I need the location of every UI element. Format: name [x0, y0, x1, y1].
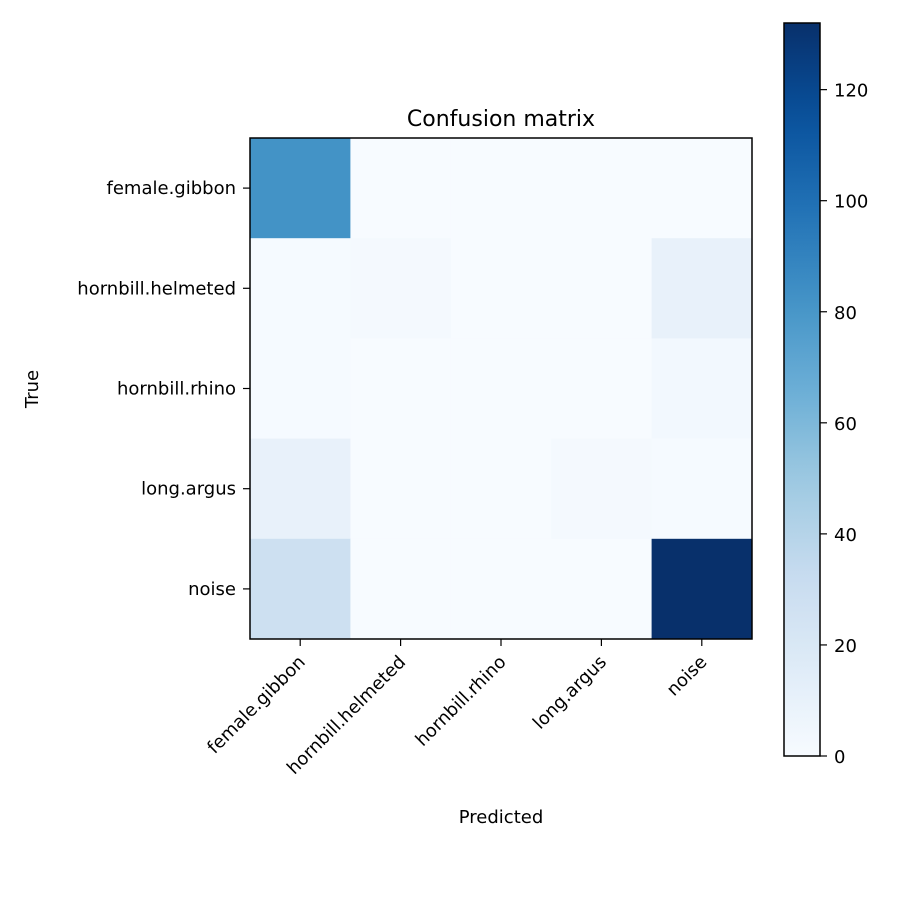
colorbar-tick-label: 40: [834, 525, 857, 546]
heatmap-cell: [250, 538, 351, 640]
colorbar-tick-label: 20: [834, 636, 857, 657]
heatmap-cell: [551, 538, 653, 640]
heatmap-cell: [450, 238, 552, 339]
heatmap-cell: [350, 338, 452, 440]
y-tick-label: hornbill.rhino: [117, 379, 236, 400]
heatmap-cell: [350, 538, 452, 640]
colorbar-tick-label: 0: [834, 747, 845, 768]
heatmap-cell: [250, 438, 351, 540]
y-axis-label: True: [22, 370, 43, 409]
chart-title: Confusion matrix: [407, 107, 595, 132]
heatmap-cell: [651, 438, 753, 540]
y-axis-ticks: female.gibbon hornbill.helmeted hornbill.r…: [77, 178, 250, 600]
heatmap-cell: [551, 438, 653, 540]
heatmap-cell: [250, 338, 351, 440]
heatmap-cell: [651, 538, 753, 640]
colorbar-tick-label: 80: [834, 303, 857, 324]
x-axis-label: Predicted: [459, 807, 544, 828]
heatmap-cell: [350, 238, 452, 339]
colorbar-ticks: 0 20 40 60 80 100 120: [820, 81, 868, 768]
colorbar-tick-label: 100: [834, 192, 868, 213]
heatmap-cell: [551, 238, 653, 339]
heatmap-cell: [250, 138, 351, 239]
heatmap-cell: [450, 138, 552, 239]
y-tick-label: long.argus: [141, 479, 236, 500]
heatmap-cell: [551, 138, 653, 239]
heatmap-cell: [551, 338, 653, 440]
heatmap-cell: [250, 238, 351, 339]
colorbar: [783, 22, 821, 757]
heatmap-cell: [450, 538, 552, 640]
heatmap-cell: [350, 438, 452, 540]
heatmap-cell: [651, 138, 753, 239]
heatmap-cell: [651, 238, 753, 339]
heatmap-cell: [651, 338, 753, 440]
heatmap-cell: [350, 138, 452, 239]
heatmap-cells: [250, 138, 753, 640]
heatmap-cell: [450, 338, 552, 440]
colorbar-tick-label: 120: [834, 81, 868, 102]
y-tick-label: female.gibbon: [107, 178, 236, 199]
colorbar-tick-label: 60: [834, 414, 857, 435]
heatmap-cell: [450, 438, 552, 540]
y-tick-label: hornbill.helmeted: [77, 278, 236, 299]
y-tick-label: noise: [188, 579, 236, 600]
